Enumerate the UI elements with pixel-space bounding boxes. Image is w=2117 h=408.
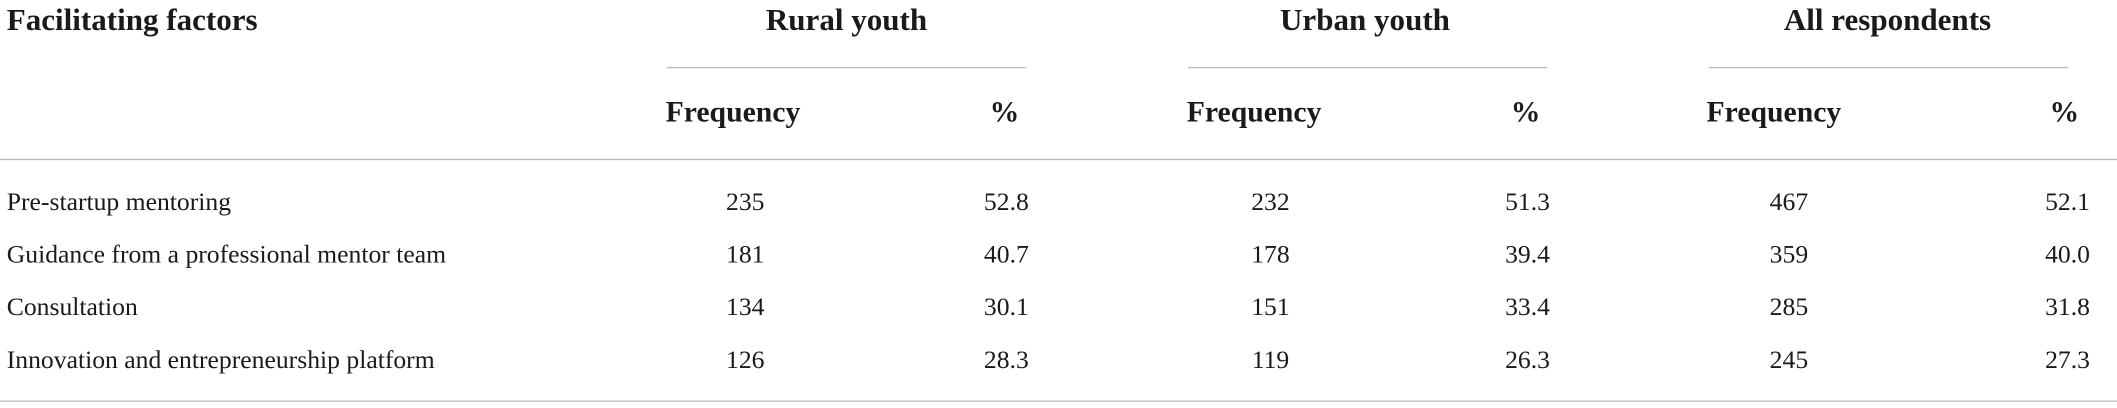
cell-value: 39.4	[1505, 240, 1550, 269]
cell-value: 134	[726, 292, 765, 321]
cell-value: 40.0	[2045, 240, 2090, 269]
cell-value: 27.3	[2045, 345, 2090, 374]
cell-value: 235	[726, 187, 764, 216]
cell-value: 119	[1252, 345, 1290, 374]
cell-value: 151	[1251, 292, 1289, 321]
cell-value: 52.1	[2045, 187, 2090, 216]
cell-value: 28.3	[984, 345, 1029, 374]
cell-value: 52.8	[984, 187, 1029, 216]
cell-value: 31.8	[2045, 292, 2090, 321]
cell-value: 245	[1770, 345, 1808, 374]
cell-value: 285	[1770, 292, 1808, 321]
row-label: Pre-startup mentoring	[7, 187, 231, 216]
cell-value: 51.3	[1505, 187, 1550, 216]
cell-value: 359	[1770, 240, 1808, 269]
corner-header: Facilitating factors	[7, 2, 258, 37]
column-header: Frequency	[1187, 97, 1322, 129]
column-header: %	[1511, 97, 1541, 129]
column-header: Frequency	[666, 97, 801, 129]
cell-value: 232	[1251, 187, 1289, 216]
row-label: Consultation	[7, 292, 138, 321]
cell-value: 181	[726, 240, 764, 269]
group-header: All respondents	[1784, 2, 1991, 37]
cell-value: 26.3	[1505, 345, 1550, 374]
cell-value: 33.4	[1505, 292, 1550, 321]
column-header: %	[990, 97, 1020, 129]
cell-value: 178	[1251, 240, 1289, 269]
group-header: Urban youth	[1280, 2, 1450, 37]
cell-value: 40.7	[984, 240, 1029, 269]
group-header: Rural youth	[766, 2, 927, 37]
cell-value: 126	[726, 345, 765, 374]
column-header: Frequency	[1707, 97, 1842, 129]
cell-value: 467	[1770, 187, 1809, 216]
cell-value: 30.1	[984, 292, 1029, 321]
row-label: Guidance from a professional mentor team	[7, 240, 446, 269]
row-label: Innovation and entrepreneurship platform	[7, 345, 435, 374]
column-header: %	[2050, 97, 2080, 129]
